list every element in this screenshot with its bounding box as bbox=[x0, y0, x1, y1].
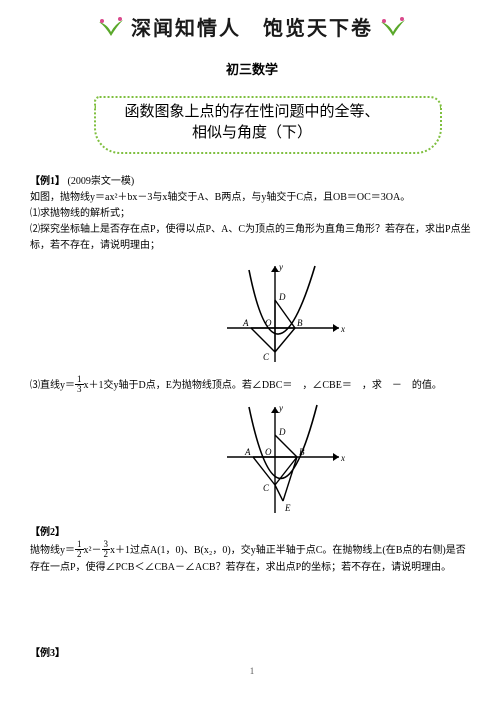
figure-1: y x A O B C D bbox=[90, 260, 474, 370]
p4-rest: x＋1交y轴于D点，E为抛物线顶点。若∠DBC＝ ，∠CBE＝ ，求 － 的值。 bbox=[84, 380, 442, 391]
example-2-label: 【例2】 bbox=[30, 525, 474, 541]
lesson-title: 函数图象上点的存在性问题中的全等、 相似与角度（下） bbox=[104, 96, 399, 152]
example-1-p4: ⑶直线y＝13x＋1交y轴于D点，E为抛物线顶点。若∠DBC＝ ，∠CBE＝ ，… bbox=[30, 376, 474, 395]
svg-text:D: D bbox=[278, 292, 286, 302]
svg-text:D: D bbox=[278, 427, 286, 437]
example-2-body: 抛物线y＝12x²－32x＋1过点A(1，0)、B(x₂，0)，交y轴正半轴于点… bbox=[30, 541, 474, 576]
svg-text:B: B bbox=[299, 447, 305, 457]
example-1-p1: 如图，抛物线y＝ax²＋bx－3与x轴交于A、B两点，与y轴交于C点，且OB＝O… bbox=[30, 190, 474, 206]
svg-text:E: E bbox=[284, 503, 291, 513]
example-1-p3: ⑵探究坐标轴上是否存在点P，使得以点P、A、C为顶点的三角形为直角三角形？若存在… bbox=[30, 222, 474, 254]
title-border-mid bbox=[94, 106, 441, 154]
svg-text:C: C bbox=[263, 483, 270, 493]
svg-text:O: O bbox=[265, 318, 272, 328]
header-banner: 深闻知情人 饱览天下卷 bbox=[30, 12, 474, 41]
example-1: 【例1】 (2009崇文一模) 如图，抛物线y＝ax²＋bx－3与x轴交于A、B… bbox=[30, 174, 474, 254]
svg-text:y: y bbox=[278, 403, 283, 413]
example-1-label: 【例1】 bbox=[30, 176, 65, 187]
svg-text:C: C bbox=[263, 352, 270, 362]
svg-text:x: x bbox=[340, 324, 345, 334]
leaf-right-icon bbox=[379, 16, 407, 38]
example-3: 【例3】 bbox=[30, 646, 474, 662]
svg-text:A: A bbox=[242, 318, 249, 328]
svg-text:x: x bbox=[340, 453, 345, 463]
p4-prefix: ⑶直线y＝ bbox=[30, 380, 75, 391]
svg-text:y: y bbox=[278, 262, 283, 272]
svg-text:B: B bbox=[297, 318, 303, 328]
fraction-1-3: 13 bbox=[75, 375, 84, 394]
page-root: 深闻知情人 饱览天下卷 初三数学 函数图象上点的存在性问题中的全等、 相似与角度… bbox=[0, 0, 504, 682]
fraction-1-2: 12 bbox=[75, 540, 84, 559]
example-2: 【例2】 抛物线y＝12x²－32x＋1过点A(1，0)、B(x₂，0)，交y轴… bbox=[30, 525, 474, 576]
example-1-source: (2009崇文一模) bbox=[68, 176, 135, 187]
figure-2: y x A O B C D E bbox=[90, 401, 474, 519]
svg-text:O: O bbox=[265, 447, 272, 457]
leaf-left-icon bbox=[97, 16, 125, 38]
example-3-label: 【例3】 bbox=[30, 646, 474, 662]
subject-subtitle: 初三数学 bbox=[30, 59, 474, 78]
svg-text:A: A bbox=[244, 447, 251, 457]
banner-text: 深闻知情人 饱览天下卷 bbox=[131, 12, 373, 41]
example-1-p2: ⑴求抛物线的解析式； bbox=[30, 206, 474, 222]
fraction-3-2: 32 bbox=[102, 540, 111, 559]
page-number: 1 bbox=[0, 666, 504, 676]
